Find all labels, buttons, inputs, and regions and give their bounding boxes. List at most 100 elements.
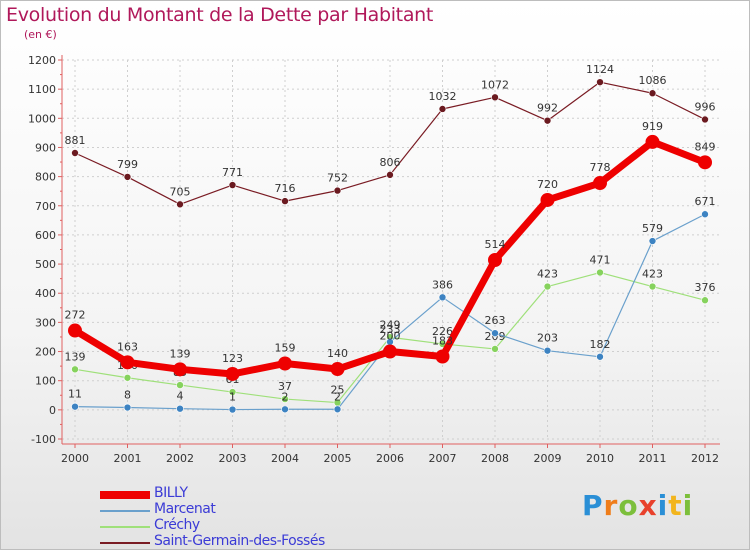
point-billy [383,344,397,359]
data-label-saint-germain-des-fosses: 1124 [586,63,614,76]
legend-label: Créchy [154,517,200,533]
x-tick-label: 2003 [219,452,247,465]
legend-swatch [100,526,150,528]
y-tick-label: 300 [35,316,56,329]
data-label-marcenat: 11 [68,388,82,401]
data-label-saint-germain-des-fosses: 799 [117,158,138,171]
data-label-crechy: 25 [331,384,345,397]
point-billy [488,252,502,267]
point-saint-germain-des-fosses [333,186,342,195]
point-saint-germain-des-fosses [701,115,709,124]
y-tick-label: 100 [35,375,56,388]
proxiti-logo: Proxiti [582,489,694,522]
point-billy [698,155,712,170]
point-saint-germain-des-fosses [438,105,447,113]
y-tick-label: 200 [35,346,56,359]
data-label-saint-germain-des-fosses: 752 [327,172,348,185]
data-label-billy: 159 [275,341,296,354]
point-marcenat [333,405,342,414]
x-tick-label: 2010 [586,452,614,465]
data-label-saint-germain-des-fosses: 806 [380,156,401,169]
y-tick-label: 1100 [28,83,56,96]
point-crechy [543,282,552,291]
data-label-saint-germain-des-fosses: 1086 [639,74,667,87]
data-label-marcenat: 2 [282,390,289,403]
point-billy [540,192,555,207]
point-saint-germain-des-fosses [596,78,604,86]
data-label-marcenat: 2 [334,390,341,403]
data-label-crechy: 249 [380,318,401,331]
legend-label: Saint-Germain-des-Fossés [154,533,325,549]
point-saint-germain-des-fosses [71,149,79,157]
point-marcenat [648,237,657,245]
data-label-saint-germain-des-fosses: 705 [170,185,191,198]
data-label-billy: 123 [222,352,243,365]
legend-swatch [100,510,150,512]
data-label-billy: 139 [170,347,191,360]
point-marcenat [491,329,499,337]
x-tick-label: 2002 [166,452,194,465]
y-tick-label: -100 [31,433,56,446]
data-label-saint-germain-des-fosses: 716 [275,182,296,195]
x-tick-label: 2005 [324,452,352,465]
point-saint-germain-des-fosses [386,171,394,179]
point-marcenat [701,210,709,219]
point-billy [330,362,345,377]
point-crechy [176,381,184,389]
point-billy [645,134,660,149]
point-billy [435,349,450,364]
data-label-crechy: 423 [537,268,558,281]
data-label-marcenat: 4 [177,390,184,403]
x-tick-label: 2011 [639,452,667,465]
point-crechy [491,345,499,353]
data-label-marcenat: 233 [380,323,401,336]
point-crechy [123,373,132,382]
x-tick-label: 2007 [429,452,457,465]
data-label-marcenat: 203 [537,332,558,345]
point-marcenat [281,405,289,414]
data-label-saint-germain-des-fosses: 881 [65,134,86,147]
x-tick-label: 2006 [376,452,404,465]
legend-label: BILLY [154,485,188,501]
point-crechy [648,282,657,291]
point-saint-germain-des-fosses [176,200,184,209]
legend-swatch [100,491,150,499]
data-label-crechy: 471 [590,254,611,267]
point-marcenat [596,352,604,361]
point-billy [225,366,240,381]
point-saint-germain-des-fosses [123,173,132,181]
data-label-billy: 514 [485,238,506,251]
data-label-billy: 200 [380,330,401,343]
data-label-marcenat: 1 [229,391,236,404]
point-saint-germain-des-fosses [648,89,657,98]
point-crechy [701,296,709,305]
point-marcenat [228,405,237,414]
data-label-saint-germain-des-fosses: 992 [537,102,558,115]
data-label-marcenat: 263 [485,314,506,327]
point-billy [278,356,292,371]
point-marcenat [176,404,184,413]
y-tick-label: 900 [35,141,56,154]
y-tick-label: 1200 [28,54,56,67]
x-tick-label: 2000 [61,452,89,465]
data-label-marcenat: 8 [124,389,131,402]
y-tick-label: 0 [49,404,56,417]
point-marcenat [123,403,132,412]
data-label-crechy: 226 [432,325,453,338]
point-crechy [71,365,79,374]
data-label-billy: 183 [432,334,453,347]
point-saint-germain-des-fosses [281,197,289,205]
legend-label: Marcenat [154,501,216,517]
data-label-billy: 272 [65,309,86,322]
x-tick-label: 2009 [534,452,562,465]
data-label-crechy: 139 [65,350,86,363]
point-saint-germain-des-fosses [228,181,237,189]
point-marcenat [438,293,447,302]
point-crechy [281,395,289,403]
data-label-saint-germain-des-fosses: 996 [695,100,716,113]
data-label-saint-germain-des-fosses: 1032 [429,90,457,103]
point-crechy [228,388,237,396]
data-label-billy: 849 [695,140,716,153]
point-marcenat [543,346,552,355]
data-label-billy: 140 [327,347,348,360]
